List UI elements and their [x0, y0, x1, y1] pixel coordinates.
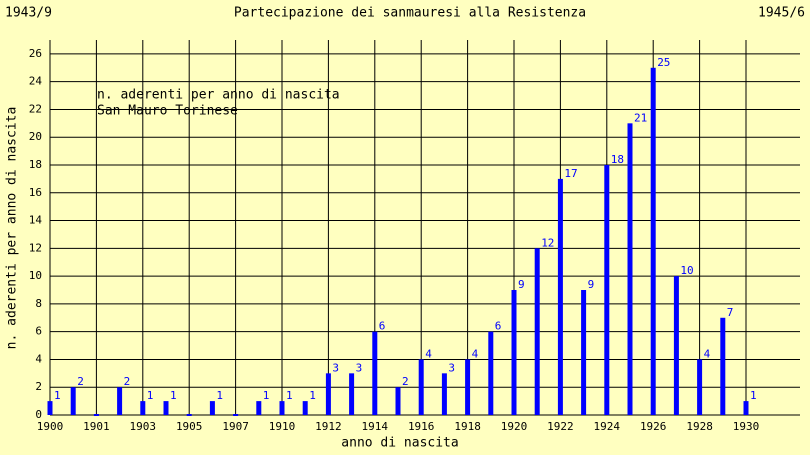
y-tick-label: 4	[35, 352, 42, 365]
bar	[465, 359, 471, 415]
x-tick-label: 1924	[594, 420, 621, 433]
value-label: 4	[472, 347, 479, 360]
value-label: 2	[77, 375, 84, 388]
y-axis-label: n. aderenti per anno di nascita	[5, 107, 20, 350]
y-tick-label: 6	[35, 325, 42, 338]
value-label: 1	[750, 389, 757, 402]
bar	[488, 331, 494, 415]
y-tick-label: 16	[29, 186, 42, 199]
bar	[256, 401, 262, 415]
x-tick-label: 1926	[640, 420, 667, 433]
bar	[673, 276, 679, 415]
bar	[395, 387, 401, 415]
bar	[441, 373, 447, 415]
value-label: 9	[588, 278, 595, 291]
bar	[720, 317, 726, 415]
x-tick-label: 1910	[269, 420, 296, 433]
y-tick-label: 26	[29, 47, 42, 60]
bar	[557, 178, 563, 415]
value-label: 17	[564, 167, 577, 180]
y-tick-label: 10	[29, 269, 42, 282]
bar	[511, 290, 517, 415]
bar	[325, 373, 331, 415]
bar	[697, 359, 703, 415]
value-label: 1	[286, 389, 293, 402]
x-tick-label: 1903	[130, 420, 157, 433]
bar	[372, 331, 378, 415]
x-tick-label: 1901	[83, 420, 110, 433]
bar	[163, 401, 169, 415]
bar	[581, 290, 587, 415]
annotation: San Mauro Torinese	[97, 104, 238, 119]
x-axis-label: anno di nascita	[341, 436, 458, 451]
x-tick-label: 1914	[362, 420, 389, 433]
value-label: 2	[402, 375, 409, 388]
value-label: 7	[727, 306, 734, 319]
bar	[279, 401, 285, 415]
bar	[140, 401, 146, 415]
chart-title: Partecipazione dei sanmauresi alla Resis…	[234, 6, 586, 21]
bar	[117, 387, 123, 415]
value-label: 4	[704, 347, 711, 360]
x-tick-label: 1922	[547, 420, 574, 433]
value-label: 9	[518, 278, 525, 291]
bar	[233, 414, 239, 416]
bar	[534, 248, 540, 415]
bar	[349, 373, 355, 415]
y-tick-label: 2	[35, 380, 42, 393]
y-tick-label: 12	[29, 241, 42, 254]
y-tick-label: 22	[29, 102, 42, 115]
x-tick-label: 1918	[454, 420, 481, 433]
value-label: 4	[425, 347, 432, 360]
bar	[418, 359, 424, 415]
bar	[93, 414, 99, 416]
bar	[186, 414, 192, 416]
value-label: 3	[356, 361, 363, 374]
top-right: 1945/6	[758, 6, 805, 21]
value-label: 25	[657, 56, 670, 69]
value-label: 18	[611, 153, 624, 166]
value-label: 1	[309, 389, 316, 402]
x-tick-label: 1912	[315, 420, 342, 433]
y-tick-label: 14	[29, 214, 43, 227]
y-tick-label: 8	[35, 297, 42, 310]
y-tick-label: 18	[29, 158, 42, 171]
bar	[650, 67, 656, 416]
bar	[209, 401, 215, 415]
x-tick-label: 1907	[222, 420, 249, 433]
value-label: 3	[448, 361, 455, 374]
x-tick-label: 1930	[733, 420, 760, 433]
y-tick-label: 24	[29, 75, 43, 88]
x-tick-label: 1920	[501, 420, 528, 433]
value-label: 6	[495, 320, 502, 333]
bar	[70, 387, 76, 415]
top-left: 1943/9	[5, 6, 52, 21]
bar	[302, 401, 308, 415]
value-label: 1	[54, 389, 61, 402]
value-label: 6	[379, 320, 386, 333]
value-label: 1	[170, 389, 177, 402]
value-label: 2	[124, 375, 131, 388]
x-tick-label: 1905	[176, 420, 203, 433]
bar	[743, 401, 749, 415]
x-tick-label: 1900	[37, 420, 64, 433]
value-label: 1	[263, 389, 270, 402]
value-label: 12	[541, 236, 554, 249]
annotation: n. aderenti per anno di nascita	[97, 88, 340, 103]
value-label: 21	[634, 111, 647, 124]
value-label: 1	[216, 389, 223, 402]
y-tick-label: 0	[35, 408, 42, 421]
bar	[627, 123, 633, 415]
value-label: 1	[147, 389, 154, 402]
bar	[604, 165, 610, 415]
x-tick-label: 1916	[408, 420, 435, 433]
x-tick-label: 1928	[686, 420, 713, 433]
value-label: 3	[332, 361, 339, 374]
bar	[47, 401, 53, 415]
value-label: 10	[680, 264, 693, 277]
y-tick-label: 20	[29, 130, 42, 143]
